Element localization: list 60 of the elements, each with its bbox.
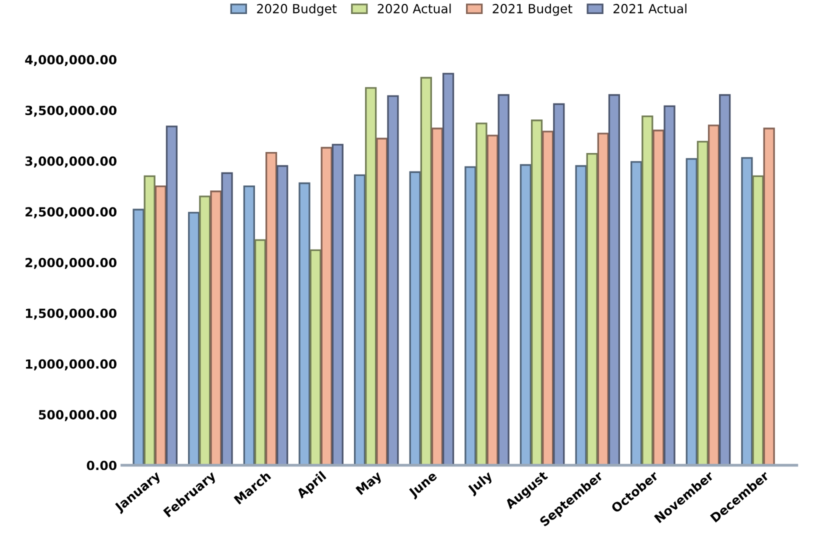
- bar: [464, 166, 476, 466]
- bar: [586, 153, 598, 466]
- bar: [376, 138, 388, 466]
- bar: [210, 190, 222, 466]
- y-tick-label: 1,000,000.00: [26, 359, 116, 370]
- bar: [530, 120, 543, 466]
- bar: [199, 196, 211, 466]
- bar: [166, 126, 178, 466]
- bar: [354, 174, 366, 466]
- bar: [719, 94, 731, 466]
- bar: [298, 182, 310, 466]
- bar: [498, 94, 510, 466]
- bar: [652, 130, 664, 466]
- bar: [752, 175, 764, 466]
- y-tick-label: 2,000,000.00: [26, 258, 116, 269]
- legend-label: 2021 Budget: [492, 4, 572, 16]
- bar: [664, 105, 676, 466]
- bar: [420, 76, 432, 466]
- bar: [188, 212, 200, 466]
- y-tick-label: 3,500,000.00: [25, 106, 116, 117]
- bar: [542, 130, 554, 466]
- y-tick-label: 0.00: [86, 460, 116, 470]
- y-tick-label: 3,000,000.00: [25, 156, 116, 168]
- bar: [310, 249, 322, 466]
- bar: [276, 165, 288, 466]
- bar: [476, 122, 488, 466]
- bar: [696, 140, 709, 466]
- bar: [763, 128, 775, 466]
- y-tick-label: 2,500,000.00: [26, 207, 116, 218]
- bar: [520, 164, 532, 466]
- bar: [630, 161, 642, 466]
- bar: [265, 152, 278, 466]
- bar: [320, 146, 332, 466]
- bar: [575, 165, 587, 466]
- bar: [332, 144, 344, 466]
- bar: [144, 175, 156, 466]
- bar: [741, 157, 753, 466]
- y-tick-label: 500,000.00: [38, 410, 116, 422]
- bar: [409, 171, 421, 466]
- bar: [608, 94, 620, 466]
- legend-label: 2020 Actual: [378, 4, 451, 14]
- bar: [597, 132, 609, 466]
- bar: [686, 158, 698, 466]
- bar: [486, 134, 498, 466]
- legend-label: 2021 Actual: [614, 4, 686, 14]
- bar: [387, 95, 399, 466]
- bar: [132, 208, 144, 466]
- bar: [221, 172, 233, 466]
- bar: [243, 185, 255, 466]
- bar: [442, 72, 454, 466]
- y-tick-label: 1,500,000.00: [26, 308, 116, 320]
- bar: [254, 239, 266, 466]
- bar: [431, 128, 444, 466]
- bar: [553, 103, 565, 466]
- bar: [708, 124, 720, 466]
- bar: [365, 87, 377, 466]
- bar: [154, 185, 166, 466]
- legend-label: 2020 Budget: [257, 4, 337, 16]
- bar: [642, 115, 654, 466]
- y-tick-label: 4,000,000.00: [25, 54, 116, 66]
